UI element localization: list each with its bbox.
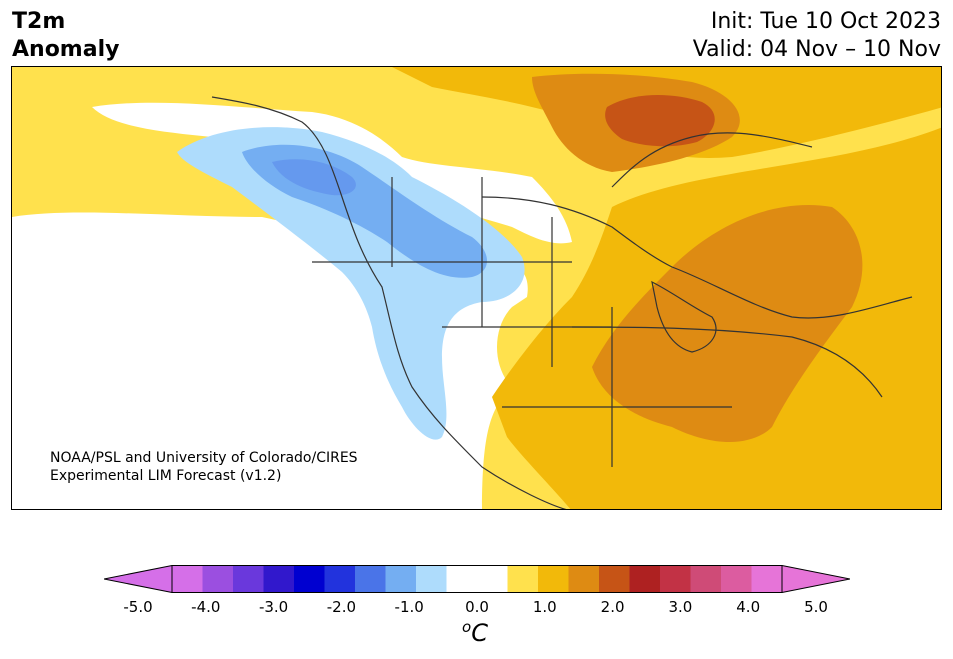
colorbar-cell (721, 565, 752, 593)
colorbar-tick-label: 3.0 (668, 598, 693, 616)
coastlines (211, 96, 913, 509)
colorbar-min-extension (103, 564, 173, 594)
anomaly-fill-deepblue (272, 159, 356, 196)
colorbar-tick-label: 0.0 (465, 598, 489, 616)
colorbar-cells (172, 565, 783, 593)
colorbar-tick-label: -4.0 (191, 598, 221, 616)
colorbar-cell (599, 565, 630, 593)
colorbar-max-extension (781, 564, 851, 594)
colorbar-cell (538, 565, 569, 593)
colorbar-tick-label: -1.0 (394, 598, 424, 616)
colorbar-cell (660, 565, 691, 593)
colorbar-cell (263, 565, 295, 593)
title-right: Init: Tue 10 Oct 2023 Valid: 04 Nov – 10… (693, 8, 941, 64)
anomaly-map (12, 67, 941, 509)
colorbar-tick-label: -5.0 (123, 598, 153, 616)
title-anomaly: Anomaly (12, 37, 120, 62)
colorbar-cell (507, 565, 539, 593)
valid-range: Valid: 04 Nov – 10 Nov (692, 37, 941, 62)
colorbar-cell (446, 565, 478, 593)
credit-line-2: Experimental LIM Forecast (v1.2) (50, 468, 282, 484)
colorbar-cell (568, 565, 600, 593)
colorbar-cell (324, 565, 356, 593)
colorbar (103, 564, 851, 594)
title-variable: T2m (12, 9, 66, 34)
anomaly-fill-lightblue (177, 127, 525, 440)
colorbar-cell (172, 565, 203, 593)
colorbar-cell (416, 565, 447, 593)
colorbar-tick-label: 5.0 (804, 598, 828, 616)
colorbar-cell (233, 565, 264, 593)
colorbar-cell (202, 565, 234, 593)
title-left: T2m Anomaly (12, 8, 119, 64)
colorbar-svg (103, 564, 851, 594)
credit-line-1: NOAA/PSL and University of Colorado/CIRE… (50, 450, 358, 466)
colorbar-tick-labels: -5.0 -4.0 -3.0 -2.0 -1.0 0.0 1.0 2.0 3.0 4.0 5.0 (0, 598, 953, 618)
colorbar-tick-label: 1.0 (532, 598, 557, 616)
colorbar-cell (477, 565, 508, 593)
colorbar-cell (751, 565, 783, 593)
credit-text: NOAA/PSL and University of Colorado/CIRE… (50, 449, 358, 485)
colorbar-tick-label: -2.0 (326, 598, 357, 616)
colorbar-tick-label: -3.0 (258, 598, 289, 616)
colorbar-cell (294, 565, 325, 593)
colorbar-cell (690, 565, 722, 593)
anomaly-fill-orange-east (592, 205, 863, 442)
colorbar-cell (385, 565, 417, 593)
unit-degree: o (462, 618, 472, 636)
init-date: Init: Tue 10 Oct 2023 (710, 9, 941, 34)
colorbar-unit: oC (462, 618, 488, 647)
map-panel: NOAA/PSL and University of Colorado/CIRE… (11, 66, 942, 510)
unit-celsius: C (471, 619, 488, 647)
colorbar-cell (355, 565, 386, 593)
anomaly-fill-blue (242, 144, 487, 278)
colorbar-outline (171, 565, 783, 593)
colorbar-tick-label: 4.0 (736, 598, 761, 616)
colorbar-cell (629, 565, 661, 593)
colorbar-tick-label: 2.0 (600, 598, 625, 616)
anomaly-fill-rust (605, 95, 715, 147)
